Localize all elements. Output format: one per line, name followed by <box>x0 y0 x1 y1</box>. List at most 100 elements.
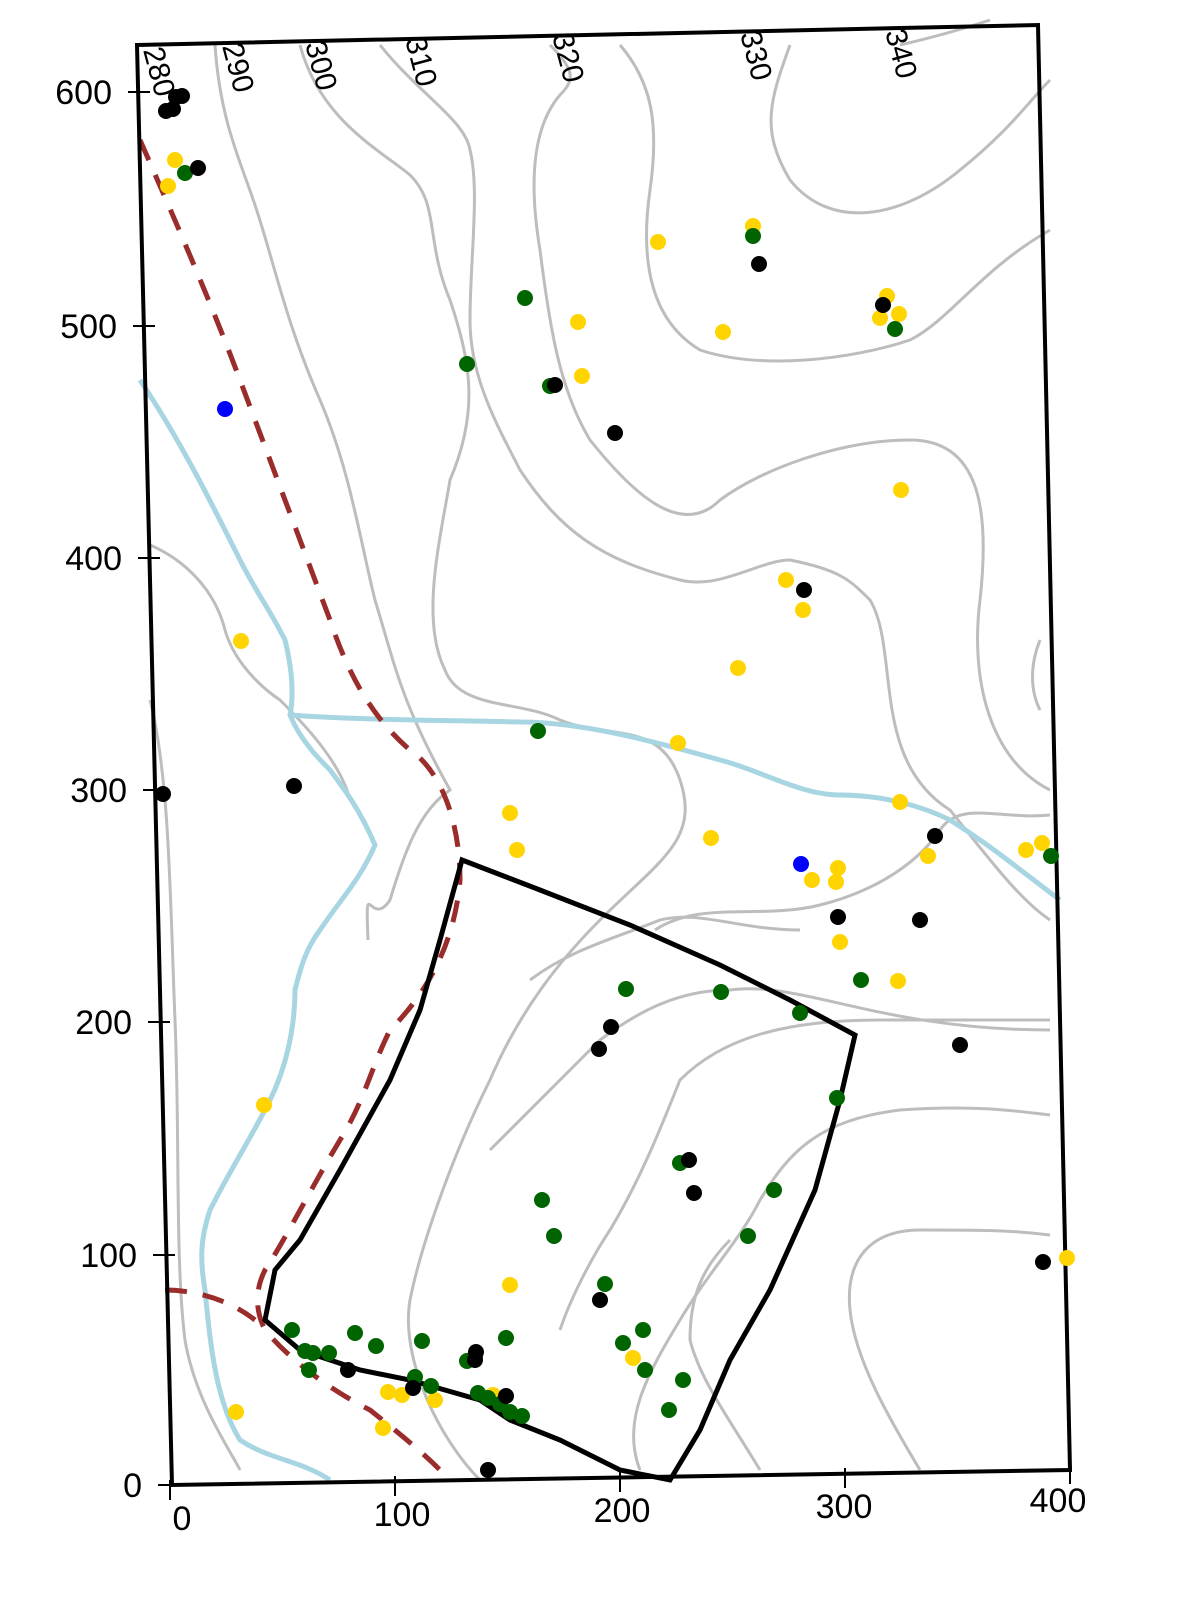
point-green <box>661 1402 677 1418</box>
point-black <box>952 1037 968 1053</box>
point-yellow <box>828 874 844 890</box>
roads <box>137 138 463 1472</box>
contour-line-south-3 <box>488 987 1051 1152</box>
point-green <box>517 290 533 306</box>
point-yellow <box>1034 835 1050 851</box>
point-green <box>829 1090 845 1106</box>
point-black <box>875 297 891 313</box>
point-yellow <box>509 842 525 858</box>
point-yellow <box>167 152 183 168</box>
point-yellow <box>890 973 906 989</box>
point-green <box>615 1335 631 1351</box>
point-yellow <box>872 310 888 326</box>
points-green <box>177 165 1059 1424</box>
contour-line-south-2 <box>529 915 801 982</box>
contour-line-280 <box>149 543 352 801</box>
point-black <box>165 101 181 117</box>
y-tick-label-100: 100 <box>80 1237 137 1275</box>
point-yellow <box>730 660 746 676</box>
road-main <box>137 138 463 1472</box>
y-tick-label-600: 600 <box>55 74 112 112</box>
point-yellow <box>830 860 846 876</box>
point-yellow <box>715 324 731 340</box>
point-blue <box>217 401 233 417</box>
point-yellow <box>502 1277 518 1293</box>
contour-line-340 <box>769 44 1052 215</box>
point-black <box>607 425 623 441</box>
point-green <box>853 972 869 988</box>
contour-line-south-7 <box>847 1228 1051 1471</box>
point-black <box>1035 1254 1051 1270</box>
point-black <box>480 1462 496 1478</box>
contour-line-290 <box>213 44 452 941</box>
point-yellow <box>375 1420 391 1436</box>
point-black <box>603 1019 619 1035</box>
point-yellow <box>502 805 518 821</box>
point-black <box>286 778 302 794</box>
point-green <box>534 1192 550 1208</box>
x-tick-label-100: 100 <box>374 1496 431 1534</box>
point-yellow <box>1018 842 1034 858</box>
point-black <box>751 256 767 272</box>
point-green <box>745 228 761 244</box>
point-green <box>284 1322 300 1338</box>
contour-line-south-1 <box>148 699 242 1471</box>
x-tick-label-0: 0 <box>173 1500 192 1538</box>
point-black <box>912 912 928 928</box>
point-black <box>174 88 190 104</box>
contour-label-320: 320 <box>545 29 590 86</box>
y-axis-labels: 600 500 400 300 200 100 0 <box>55 74 142 1505</box>
point-black <box>681 1152 697 1168</box>
point-green <box>321 1345 337 1361</box>
road-branch <box>164 1287 257 1322</box>
point-black <box>340 1362 356 1378</box>
point-black <box>547 377 563 393</box>
point-green <box>498 1330 514 1346</box>
point-green <box>713 984 729 1000</box>
point-black <box>498 1388 514 1404</box>
x-tick-label-300: 300 <box>816 1488 873 1526</box>
point-yellow <box>795 602 811 618</box>
point-blue <box>793 856 809 872</box>
point-yellow <box>804 872 820 888</box>
point-yellow <box>891 306 907 322</box>
point-green <box>675 1372 691 1388</box>
point-yellow <box>160 178 176 194</box>
point-green <box>637 1362 653 1378</box>
contour-label-330: 330 <box>733 27 778 84</box>
point-green <box>347 1325 363 1341</box>
point-black <box>155 786 171 802</box>
point-green <box>177 165 193 181</box>
contour-label-340: 340 <box>878 25 923 82</box>
contour-line-300 <box>298 44 687 1482</box>
point-black <box>927 828 943 844</box>
point-black <box>405 1380 421 1396</box>
point-green <box>368 1338 384 1354</box>
point-yellow <box>832 934 848 950</box>
contour-line-south-6 <box>688 1238 762 1471</box>
point-green <box>530 723 546 739</box>
point-green <box>459 356 475 372</box>
point-yellow <box>778 572 794 588</box>
points-black <box>155 88 1051 1478</box>
point-yellow <box>574 368 590 384</box>
point-black <box>592 1292 608 1308</box>
point-green <box>546 1228 562 1244</box>
y-tick-label-400: 400 <box>65 540 122 578</box>
point-black <box>467 1352 483 1368</box>
point-yellow <box>670 735 686 751</box>
point-green <box>305 1345 321 1361</box>
point-green <box>423 1378 439 1394</box>
contour-label-300: 300 <box>298 37 343 94</box>
point-green <box>792 1005 808 1021</box>
point-green <box>414 1333 430 1349</box>
stream-west <box>137 378 378 1483</box>
y-tick-label-0: 0 <box>123 1467 142 1505</box>
contour-line-right-1 <box>1031 639 1042 711</box>
point-green <box>618 981 634 997</box>
point-green <box>740 1228 756 1244</box>
contour-label-290: 290 <box>215 39 260 96</box>
axis-ticks <box>128 91 1071 1500</box>
contour-line-330 <box>618 44 1051 363</box>
streams <box>137 378 1062 1483</box>
